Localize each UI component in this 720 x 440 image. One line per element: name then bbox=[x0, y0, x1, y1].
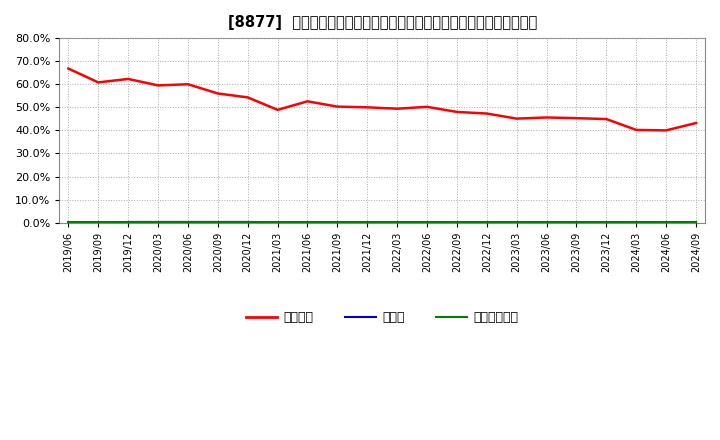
Legend: 自己資本, のれん, 繰延税金資産: 自己資本, のれん, 繰延税金資産 bbox=[241, 306, 523, 330]
Title: [8877]  自己資本、のれん、繰延税金資産の総資産に対する比率の推移: [8877] 自己資本、のれん、繰延税金資産の総資産に対する比率の推移 bbox=[228, 15, 537, 30]
